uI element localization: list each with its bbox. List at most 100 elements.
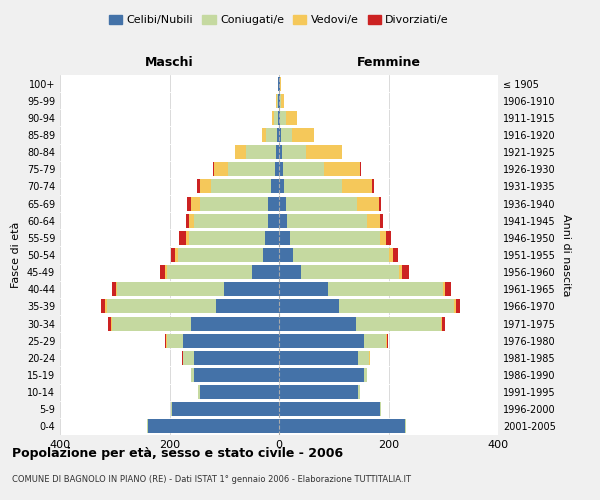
Bar bbox=[167, 334, 183, 347]
Bar bbox=[107, 300, 216, 314]
Bar bbox=[440, 316, 442, 330]
Bar bbox=[358, 385, 360, 399]
Bar bbox=[454, 300, 456, 314]
Bar bbox=[279, 351, 358, 365]
Text: Popolazione per età, sesso e stato civile - 2006: Popolazione per età, sesso e stato civil… bbox=[12, 448, 343, 460]
Bar bbox=[279, 420, 405, 434]
Bar bbox=[360, 162, 361, 176]
Bar bbox=[367, 214, 380, 228]
Bar bbox=[186, 231, 188, 245]
Bar bbox=[191, 316, 279, 330]
Bar bbox=[101, 300, 106, 314]
Bar bbox=[456, 300, 460, 314]
Bar bbox=[279, 162, 283, 176]
Bar bbox=[301, 265, 400, 279]
Bar bbox=[188, 231, 265, 245]
Bar bbox=[279, 180, 284, 194]
Bar bbox=[293, 248, 389, 262]
Bar bbox=[194, 351, 279, 365]
Bar bbox=[271, 180, 279, 194]
Bar bbox=[358, 351, 370, 365]
Bar bbox=[211, 180, 271, 194]
Bar bbox=[275, 162, 279, 176]
Bar bbox=[292, 128, 314, 142]
Bar bbox=[357, 196, 379, 210]
Bar bbox=[112, 316, 191, 330]
Bar bbox=[268, 196, 279, 210]
Bar bbox=[279, 265, 301, 279]
Bar bbox=[146, 420, 148, 434]
Bar bbox=[171, 402, 172, 416]
Bar bbox=[379, 196, 382, 210]
Bar bbox=[167, 265, 251, 279]
Bar bbox=[116, 282, 118, 296]
Bar bbox=[389, 248, 393, 262]
Bar bbox=[183, 334, 279, 347]
Bar bbox=[112, 282, 116, 296]
Bar bbox=[386, 334, 387, 347]
Bar bbox=[216, 300, 279, 314]
Legend: Celibi/Nubili, Coniugati/e, Vedovi/e, Divorziati/e: Celibi/Nubili, Coniugati/e, Vedovi/e, Di… bbox=[104, 10, 454, 30]
Bar bbox=[246, 145, 276, 159]
Bar bbox=[286, 196, 357, 210]
Bar bbox=[274, 111, 278, 125]
Bar bbox=[194, 368, 279, 382]
Bar bbox=[108, 316, 111, 330]
Bar bbox=[170, 248, 175, 262]
Bar bbox=[194, 214, 268, 228]
Bar bbox=[178, 248, 263, 262]
Bar bbox=[380, 214, 383, 228]
Bar bbox=[262, 128, 266, 142]
Bar bbox=[356, 316, 440, 330]
Bar bbox=[279, 316, 356, 330]
Bar bbox=[280, 76, 281, 90]
Bar bbox=[172, 402, 279, 416]
Bar bbox=[279, 368, 364, 382]
Bar bbox=[179, 231, 186, 245]
Bar bbox=[279, 385, 358, 399]
Bar bbox=[191, 196, 200, 210]
Bar bbox=[106, 300, 107, 314]
Bar bbox=[235, 145, 246, 159]
Bar bbox=[228, 162, 275, 176]
Bar bbox=[342, 180, 372, 194]
Bar bbox=[280, 94, 281, 108]
Bar bbox=[443, 282, 445, 296]
Bar bbox=[290, 231, 380, 245]
Bar bbox=[118, 282, 224, 296]
Bar bbox=[224, 282, 279, 296]
Bar bbox=[272, 111, 274, 125]
Bar bbox=[281, 128, 292, 142]
Bar bbox=[200, 196, 268, 210]
Bar bbox=[307, 145, 342, 159]
Bar bbox=[164, 334, 166, 347]
Bar bbox=[279, 402, 380, 416]
Text: Femmine: Femmine bbox=[357, 56, 421, 69]
Bar bbox=[191, 368, 194, 382]
Bar bbox=[186, 214, 188, 228]
Bar bbox=[277, 94, 278, 108]
Bar bbox=[279, 300, 339, 314]
Bar bbox=[445, 282, 451, 296]
Bar bbox=[279, 196, 286, 210]
Bar bbox=[188, 214, 194, 228]
Bar bbox=[393, 248, 398, 262]
Bar bbox=[286, 111, 296, 125]
Y-axis label: Anni di nascita: Anni di nascita bbox=[561, 214, 571, 296]
Y-axis label: Fasce di età: Fasce di età bbox=[11, 222, 21, 288]
Bar bbox=[325, 162, 360, 176]
Bar bbox=[278, 111, 279, 125]
Bar bbox=[268, 214, 279, 228]
Bar bbox=[200, 180, 211, 194]
Bar bbox=[183, 351, 194, 365]
Bar bbox=[165, 265, 167, 279]
Bar bbox=[380, 402, 382, 416]
Bar bbox=[279, 248, 293, 262]
Bar bbox=[279, 214, 287, 228]
Bar bbox=[283, 162, 325, 176]
Bar bbox=[111, 316, 112, 330]
Bar bbox=[372, 180, 374, 194]
Bar bbox=[400, 265, 402, 279]
Bar bbox=[279, 128, 281, 142]
Bar bbox=[160, 265, 165, 279]
